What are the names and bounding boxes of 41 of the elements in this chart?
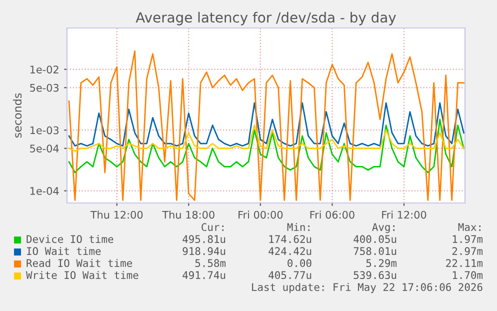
text: 0.00 [288, 259, 312, 268]
y-tick-label: 1e-02 [30, 66, 58, 74]
text: 491.74u [182, 271, 226, 280]
text: 405.77u [268, 271, 312, 280]
text: 495.81u [182, 235, 226, 244]
text: 539.63u [354, 271, 396, 280]
legend-label: IO Wait time [27, 246, 101, 256]
y-tick-label: 1e-04 [30, 187, 59, 195]
text: 424.42u [268, 247, 312, 256]
x-tick-label: Thu 18:00 [162, 210, 214, 219]
y-tick-label: 5e-03 [30, 84, 59, 92]
x-tick-label: Thu 12:00 [90, 210, 143, 219]
text: Avg: [372, 223, 394, 234]
y-tick-label: 5e-04 [30, 144, 59, 152]
x-tick-label: Fri 06:00 [310, 210, 354, 219]
text: 174.62u [269, 235, 312, 244]
text: 1.70m [452, 271, 483, 280]
y-axis-title: seconds [13, 93, 22, 138]
x-tick-label: Fri 12:00 [382, 210, 426, 219]
text: 5.58m [195, 259, 226, 268]
chart-title: Average latency for /dev/sda - by day [136, 12, 396, 26]
text: 918.94u [182, 247, 226, 256]
text: 400.05u [354, 235, 396, 244]
text: 5.29m [366, 259, 397, 268]
legend-label: Device IO time [26, 234, 114, 244]
legend-label: Write IO Wait time [26, 270, 138, 280]
y-tick-label: 1e-03 [30, 126, 59, 134]
text: 1.97m [452, 235, 483, 244]
line-series [68, 102, 464, 147]
x-tick-label: Fri 00:00 [238, 210, 283, 219]
text: 2.97m [452, 247, 483, 256]
text: Last update: Fri May 22 17:06:06 2026 [252, 282, 482, 294]
text: Cur: [202, 223, 224, 232]
text: 758.01u [354, 247, 396, 256]
legend-label: Read IO Wait time [26, 258, 132, 268]
line-series [68, 50, 464, 201]
text: 22.11m [446, 259, 483, 267]
text: Max: [458, 223, 480, 232]
line-series [68, 124, 464, 152]
line-series [68, 118, 464, 174]
text: Min: [287, 222, 310, 231]
